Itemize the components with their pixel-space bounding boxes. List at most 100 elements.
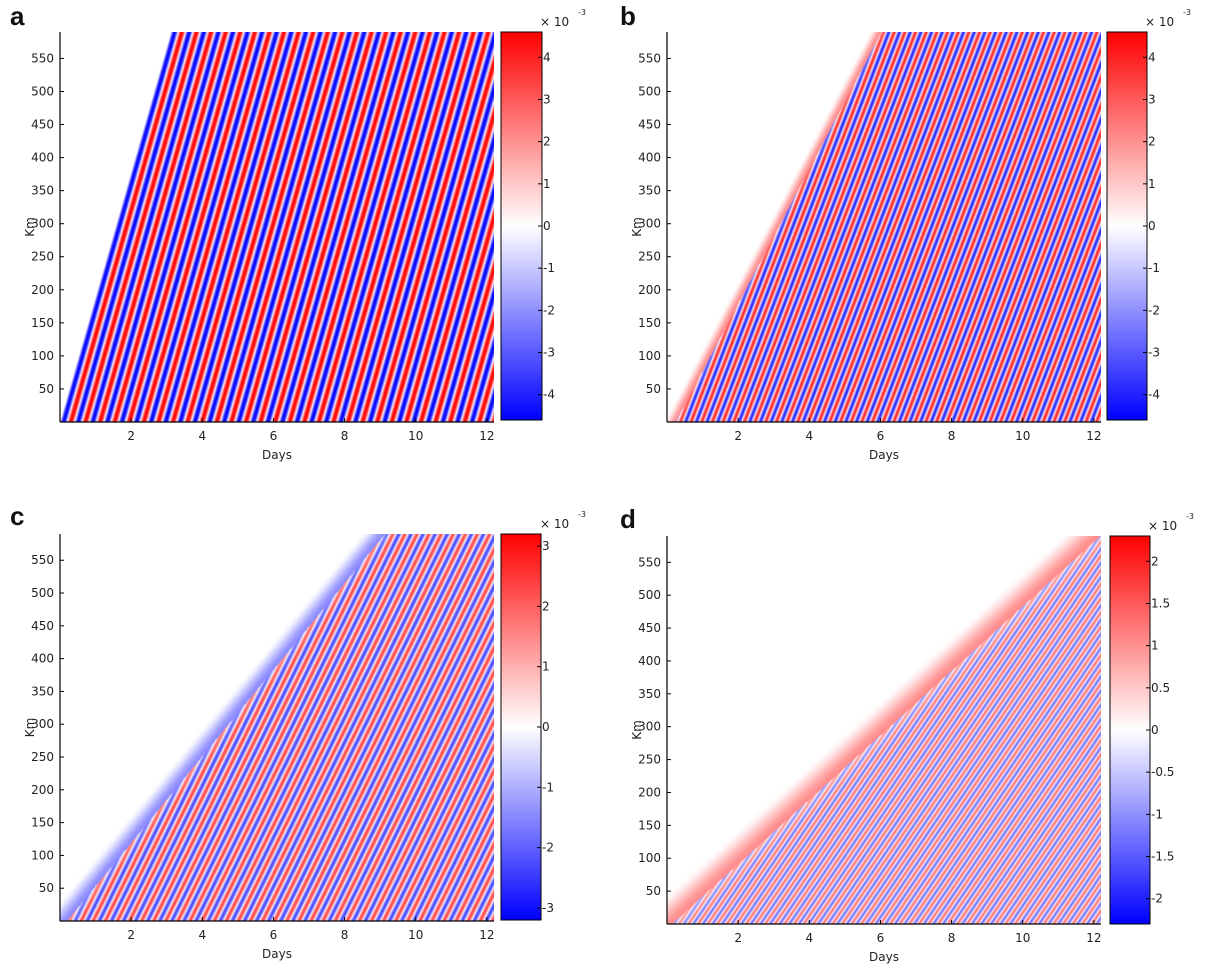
x-axis-title: Days [869,950,899,964]
colorbar-multiplier: × 10 [1145,15,1174,29]
colorbar-tick-label: 4 [543,50,551,64]
y-axis-title: Km [630,217,644,237]
y-tick-label: 250 [638,250,661,264]
y-tick-label: 200 [31,283,54,297]
y-tick-label: 150 [638,818,661,832]
y-axis-title: Km [630,720,644,740]
x-tick-label: 8 [341,429,349,443]
y-tick-label: 300 [31,717,54,731]
y-tick-label: 200 [638,283,661,297]
x-tick-label: 2 [734,931,742,945]
y-tick-label: 250 [638,753,661,767]
colorbar-tick-label: 4 [1148,50,1156,64]
colorbar-tick-label: 2 [543,135,551,149]
colorbar-tick-label: 1 [1151,639,1159,653]
panel-c: c2 4 6 8 10 125010015020025030035040045050055… [10,501,586,961]
colorbar-tick-label: 0 [542,720,550,734]
colorbar [500,533,542,921]
colorbar-tick-label: -1 [543,261,555,275]
colorbar-exponent: -3 [578,510,586,519]
y-tick-label: 450 [31,118,54,132]
colorbar-tick-label: -3 [1148,346,1160,360]
y-tick-label: 100 [31,848,54,862]
y-tick-label: 100 [638,349,661,363]
colorbar-tick-label: -3 [542,901,554,915]
x-tick-label: 10 [1015,931,1030,945]
colorbar-tick-label: -2 [543,303,555,317]
x-tick-label: 6 [270,429,278,443]
y-tick-label: 350 [638,687,661,701]
colorbar-tick-label: 3 [543,92,551,106]
colorbar-tick-label: 3 [542,539,550,553]
x-tick-label: 12 [1086,931,1101,945]
colorbar-tick-label: -4 [543,388,555,402]
colorbar-tick-label: 0 [1151,723,1159,737]
y-tick-label: 300 [638,720,661,734]
colorbar-tick-label: -1 [1151,807,1163,821]
colorbar-tick-label: 2 [1151,554,1159,568]
x-tick-label: 8 [948,429,956,443]
y-tick-label: 50 [646,382,661,396]
y-tick-label: 200 [31,783,54,797]
y-tick-label: 450 [638,118,661,132]
colorbar-tick-label: -2 [1148,303,1160,317]
x-tick-label: 8 [948,931,956,945]
y-tick-label: 150 [638,316,661,330]
colorbar-tick-label: 1.5 [1151,596,1170,610]
y-tick-label: 550 [638,51,661,65]
y-tick-label: 350 [31,684,54,698]
y-tick-label: 550 [31,51,54,65]
y-tick-label: 50 [39,881,54,895]
colorbar [500,31,543,421]
y-tick-label: 150 [31,816,54,830]
colorbar-tick-label: 2 [542,599,550,613]
colorbar-multiplier: × 10 [1148,519,1177,533]
colorbar-multiplier: × 10 [540,15,569,29]
x-tick-label: 6 [877,429,885,443]
x-tick-label: 4 [805,931,813,945]
colorbar-tick-label: -2 [542,841,554,855]
colorbar-tick-label: 1 [542,660,550,674]
y-tick-label: 400 [31,151,54,165]
y-tick-label: 250 [31,750,54,764]
colorbar-tick-label: -3 [543,346,555,360]
x-tick-label: 8 [341,928,349,942]
x-axis-title: Days [262,947,292,961]
colorbar-tick-label: 0 [543,219,551,233]
x-tick-label: 6 [877,931,885,945]
y-tick-label: 300 [31,217,54,231]
colorbar-tick-label: -1.5 [1151,850,1174,864]
y-tick-label: 500 [638,588,661,602]
y-tick-label: 250 [31,250,54,264]
colorbar-tick-label: 1 [1148,177,1156,191]
colorbar [1106,31,1148,421]
y-tick-label: 550 [31,553,54,567]
colorbar-multiplier: × 10 [540,517,569,531]
x-axis-title: Days [262,448,292,462]
colorbar-tick-label: 1 [543,177,551,191]
x-tick-label: 10 [1015,429,1030,443]
x-tick-label: 6 [270,928,278,942]
y-tick-label: 450 [31,619,54,633]
x-tick-label: 12 [479,928,494,942]
x-tick-label: 4 [198,429,206,443]
y-tick-label: 450 [638,621,661,635]
y-tick-label: 500 [638,84,661,98]
panel-letter: d [620,504,636,534]
heatmap-image [667,536,1101,924]
colorbar-tick-label: 2 [1148,135,1156,149]
x-axis-title: Days [869,448,899,462]
y-tick-label: 400 [31,652,54,666]
colorbar-tick-label: -4 [1148,388,1160,402]
y-axis-title: Km [23,718,37,738]
panel-d: d2 4 6 8 10 125010015020025030035040045050055… [620,504,1194,964]
colorbar-exponent: -3 [1183,8,1191,17]
y-tick-label: 400 [638,654,661,668]
y-tick-label: 50 [39,382,54,396]
y-tick-label: 350 [638,184,661,198]
y-tick-label: 200 [638,785,661,799]
colorbar-tick-label: -1 [1148,261,1160,275]
panel-letter: a [10,1,25,31]
heatmap-image [60,534,494,921]
heatmap-image [667,32,1101,422]
